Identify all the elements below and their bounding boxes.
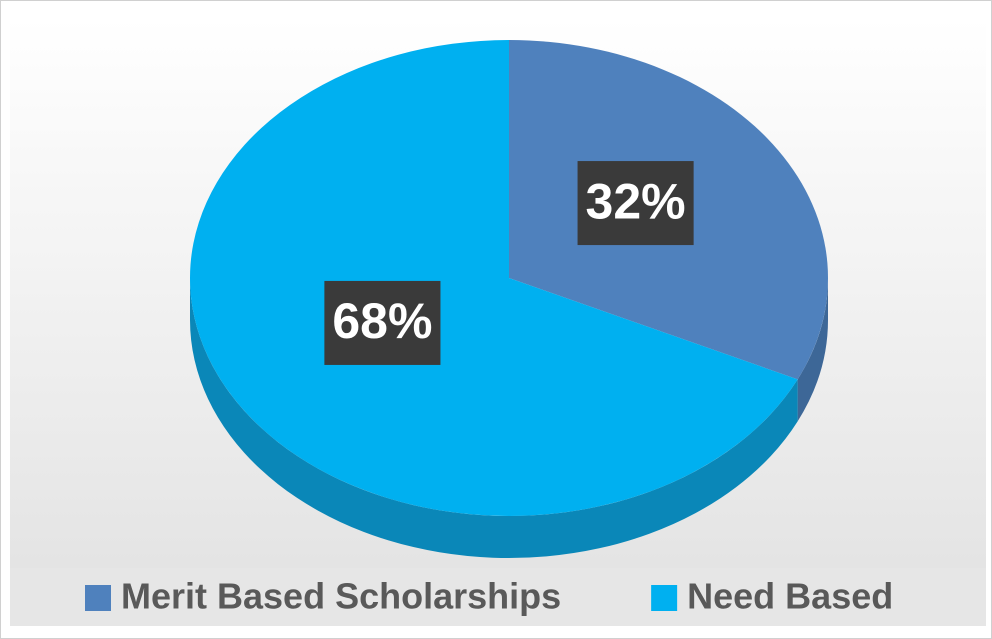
- legend-swatch: [651, 585, 678, 611]
- legend-label: Need Based: [687, 576, 893, 617]
- pie-side: [797, 278, 828, 422]
- legend-label: Merit Based Scholarships: [121, 576, 561, 617]
- data-label: 32%: [586, 173, 686, 229]
- data-label-bg: [324, 280, 441, 365]
- pie-slice: [189, 40, 798, 516]
- data-label: 68%: [332, 293, 432, 349]
- legend-area: [10, 568, 986, 626]
- data-label-bg: [577, 161, 694, 246]
- legend-swatch: [85, 585, 111, 611]
- pie-side: [190, 278, 798, 558]
